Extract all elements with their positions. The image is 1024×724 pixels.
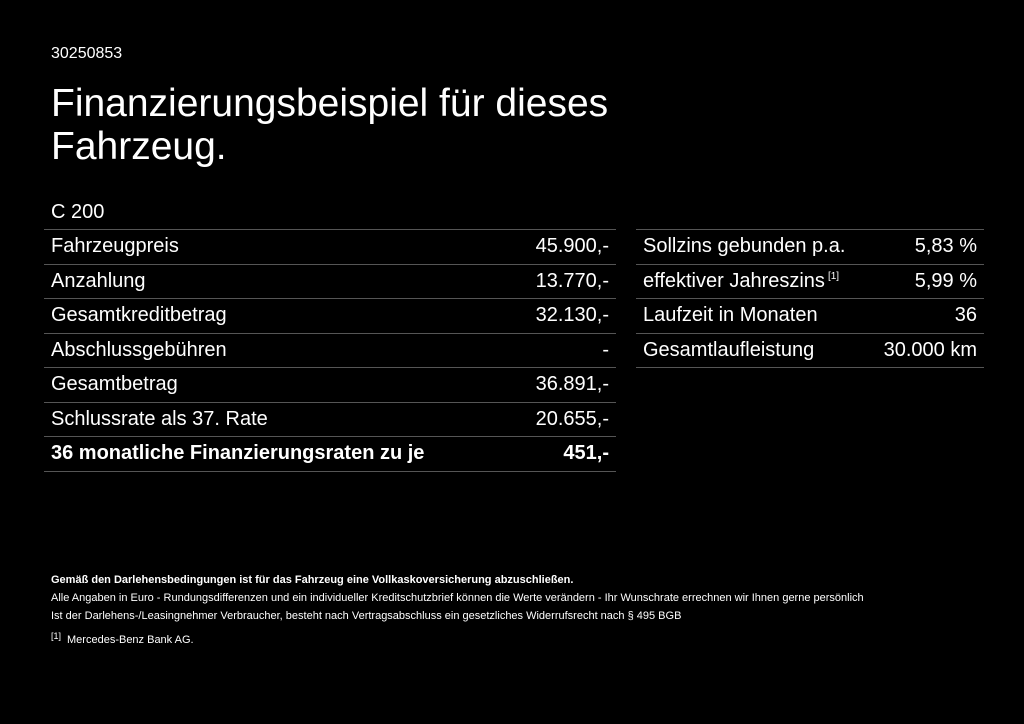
row-label: 36 monatliche Finanzierungsraten zu je <box>51 442 425 465</box>
row-label: Schlussrate als 37. Rate <box>51 407 268 430</box>
row-value: 32.130,- <box>535 304 609 327</box>
footnote: [1] Mercedes-Benz Bank AG. <box>51 627 864 649</box>
table-row: effektiver Jahreszins [1] 5,99 % <box>636 265 984 299</box>
row-label: effektiver Jahreszins <box>643 269 825 292</box>
row-value: 20.655,- <box>535 407 609 430</box>
interest-table: Sollzins gebunden p.a. 5,83 % effektiver … <box>636 229 984 368</box>
row-value: 13.770,- <box>535 269 609 292</box>
row-label: Gesamtlaufleistung <box>643 338 815 361</box>
table-row: Gesamtbetrag 36.891,- <box>44 368 616 403</box>
offer-code: 30250853 <box>51 45 123 62</box>
table-row: Gesamtlaufleistung 30.000 km <box>636 334 984 368</box>
row-label: Fahrzeugpreis <box>51 235 179 258</box>
row-value: 451,- <box>563 442 609 465</box>
row-value: 5,99 % <box>914 269 977 292</box>
row-label: Gesamtbetrag <box>51 373 178 396</box>
footnote-text: Mercedes-Benz Bank AG. <box>67 634 194 646</box>
row-label: Gesamtkreditbetrag <box>51 304 227 327</box>
monthly-rate-row: 36 monatliche Finanzierungsraten zu je 45… <box>44 437 616 472</box>
table-row: Gesamtkreditbetrag 32.130,- <box>44 299 616 334</box>
table-row: Abschlussgebühren - <box>44 334 616 368</box>
row-value: 5,83 % <box>914 235 977 258</box>
rounding-note: Alle Angaben in Euro - Rundungsdifferenz… <box>51 592 864 604</box>
table-row: Laufzeit in Monaten 36 <box>636 299 984 334</box>
financing-table: Fahrzeugpreis 45.900,- Anzahlung 13.770,- … <box>44 229 616 472</box>
table-row: Schlussrate als 37. Rate 20.655,- <box>44 403 616 437</box>
row-value: 30.000 km <box>883 338 977 361</box>
table-row: Sollzins gebunden p.a. 5,83 % <box>636 230 984 265</box>
withdrawal-note: Ist der Darlehens-/Leasingnehmer Verbrau… <box>51 610 682 622</box>
table-row: Anzahlung 13.770,- <box>44 265 616 299</box>
footnote-mark: [1] <box>51 631 62 641</box>
row-label: Anzahlung <box>51 269 146 292</box>
table-row: Fahrzeugpreis 45.900,- <box>44 230 616 265</box>
page-title: Finanzierungsbeispiel für dieses Fahrzeu… <box>51 82 609 168</box>
row-label: Laufzeit in Monaten <box>643 304 818 327</box>
row-value: 36.891,- <box>535 373 609 396</box>
legal-notes: Gemäß den Darlehensbedingungen ist für d… <box>51 571 864 649</box>
row-label: Abschlussgebühren <box>51 338 227 361</box>
row-label: Sollzins gebunden p.a. <box>643 235 846 258</box>
model-name: C 200 <box>51 201 105 223</box>
row-value: 45.900,- <box>535 235 609 258</box>
row-value: 36 <box>954 304 977 327</box>
insurance-note: Gemäß den Darlehensbedingungen ist für d… <box>51 574 574 586</box>
row-value: - <box>602 338 609 361</box>
footnote-ref: [1] <box>827 270 840 282</box>
